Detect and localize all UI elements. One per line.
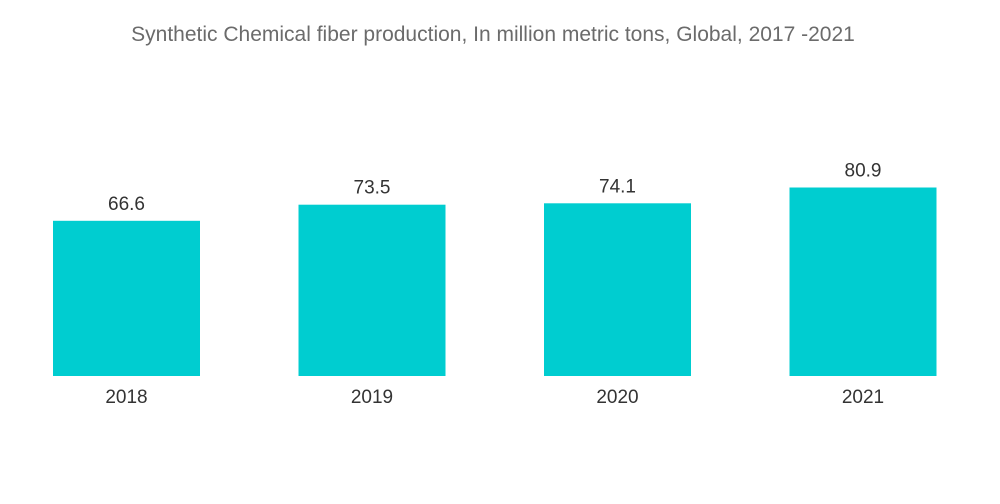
bar-2020 bbox=[544, 203, 691, 376]
value-label-2021: 80.9 bbox=[845, 161, 882, 182]
x-tick-labels-layer: 2018 2019 2020 2021 bbox=[105, 387, 884, 408]
bar-2018 bbox=[53, 220, 200, 376]
value-label-2019: 73.5 bbox=[354, 178, 391, 199]
x-tick-label-2018: 2018 bbox=[105, 387, 147, 408]
x-tick-label-2020: 2020 bbox=[596, 387, 638, 408]
x-tick-label-2021: 2021 bbox=[842, 387, 884, 408]
chart-title: Synthetic Chemical fiber production, In … bbox=[131, 23, 855, 46]
value-labels-layer: 66.6 73.5 74.1 80.9 bbox=[108, 161, 881, 215]
x-tick-label-2019: 2019 bbox=[351, 387, 393, 408]
bars-layer bbox=[53, 187, 937, 376]
value-label-2020: 74.1 bbox=[599, 176, 636, 197]
bar-2021 bbox=[789, 187, 937, 376]
bar-2019 bbox=[298, 204, 446, 376]
value-label-2018: 66.6 bbox=[108, 194, 145, 215]
